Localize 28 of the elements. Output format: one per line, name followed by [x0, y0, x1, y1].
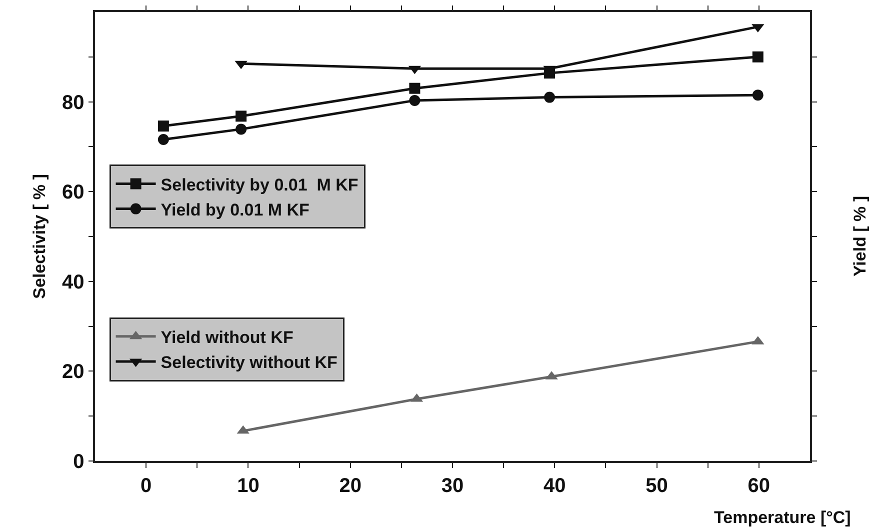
- point: [752, 90, 764, 101]
- legend-label: Selectivity by 0.01 M KF: [160, 175, 358, 194]
- x-tick-label: 30: [441, 474, 464, 497]
- x-tick-label: 50: [646, 474, 668, 497]
- y-tick-label: 80: [62, 92, 84, 114]
- point: [236, 110, 247, 122]
- legend-label: Selectivity without KF: [160, 353, 338, 372]
- legend-label: Yield by 0.01 M KF: [160, 200, 310, 220]
- x-tick-label: 60: [748, 474, 770, 497]
- x-tick-label: 20: [339, 474, 362, 497]
- y-tick-label: 0: [73, 451, 84, 473]
- y-tick-label: 20: [62, 361, 84, 384]
- legend-label: Yield without KF: [160, 328, 294, 347]
- y-tick-label: 60: [62, 182, 84, 204]
- x-tick-label: 0: [140, 474, 152, 497]
- point: [158, 134, 169, 146]
- y-tick-label: 40: [62, 271, 84, 294]
- y-axis-title: Selectivity [ % ]: [30, 174, 50, 299]
- x-tick-label: 10: [237, 474, 260, 497]
- point: [236, 124, 247, 135]
- point: [158, 120, 169, 132]
- x-axis-title: Temperature [°C]: [714, 508, 851, 527]
- point: [409, 94, 420, 106]
- y2-axis-title: Yield [ % ]: [850, 196, 870, 277]
- point: [409, 82, 420, 94]
- point: [544, 92, 556, 103]
- x-tick-label: 40: [544, 474, 566, 497]
- point: [752, 51, 764, 62]
